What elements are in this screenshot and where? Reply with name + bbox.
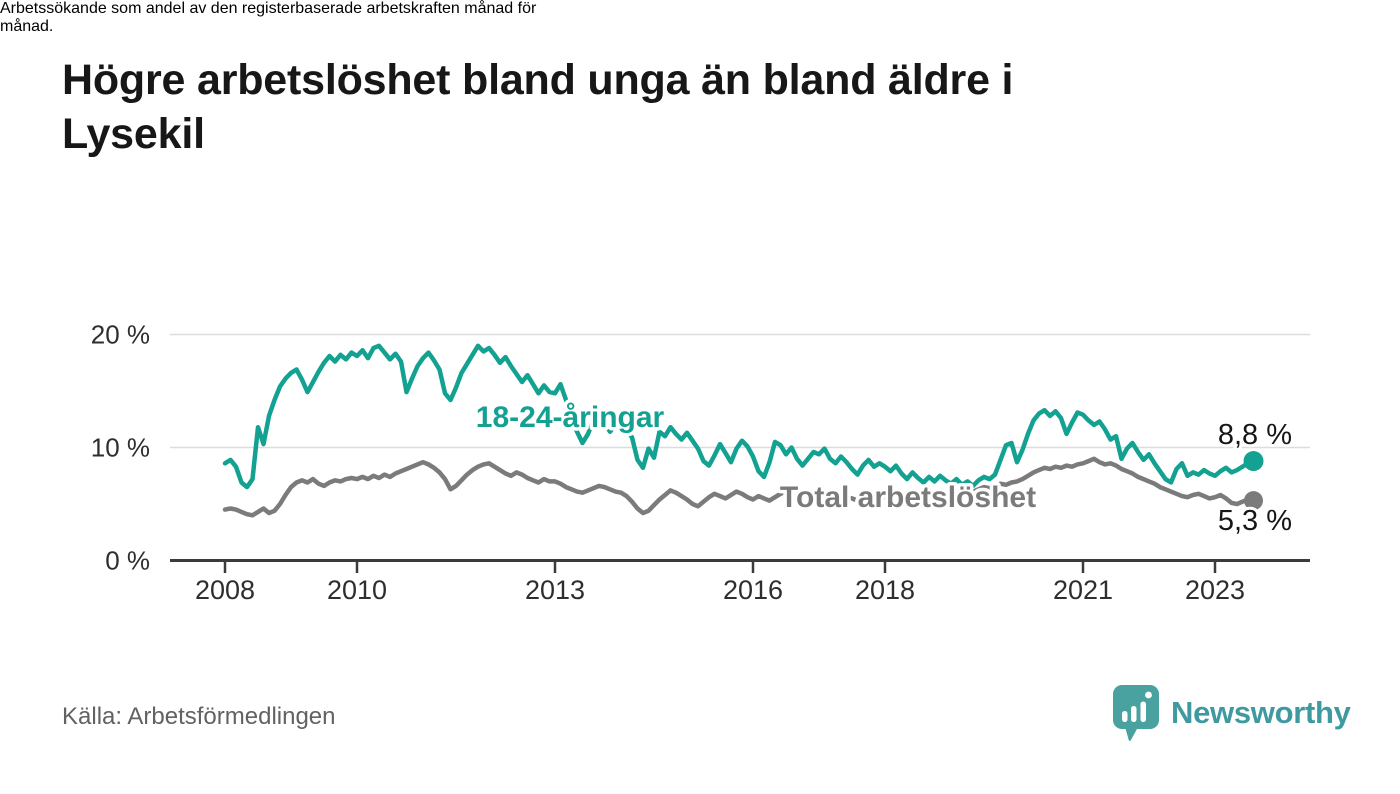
source-note: Källa: Arbetsförmedlingen <box>62 703 336 730</box>
series-end-dot <box>1244 491 1263 511</box>
page-subtitle-line1: Arbetssökande som andel av den registerb… <box>0 0 537 17</box>
x-tick-label: 2013 <box>525 575 585 605</box>
brand-name: Newsworthy <box>1171 695 1351 730</box>
x-tick-label: 2016 <box>723 575 783 605</box>
page-title-line1: Högre arbetslöshet bland unga än bland ä… <box>62 56 1014 104</box>
x-tick-label: 2018 <box>855 575 915 605</box>
pin-bar-1 <box>1122 711 1128 722</box>
y-axis-label: 20 % <box>91 320 150 350</box>
pin-bar-2 <box>1131 706 1137 722</box>
series-label: Total arbetslöshet <box>780 481 1036 514</box>
x-tick-label: 2008 <box>195 575 255 605</box>
series-label: 18-24-åringar <box>476 401 665 434</box>
y-axis-label: 10 % <box>91 433 150 463</box>
end-value-label: 5,3 % <box>1218 505 1292 537</box>
x-tick-label: 2021 <box>1053 575 1113 605</box>
page-subtitle-line2: månad. <box>0 18 54 35</box>
newsworthy-pin-icon <box>1113 685 1159 742</box>
pin-bar-3 <box>1140 701 1146 722</box>
end-value-label: 8,8 % <box>1218 419 1292 451</box>
pin-dot <box>1145 691 1152 699</box>
x-tick-label: 2023 <box>1185 575 1245 605</box>
series-end-dot <box>1243 451 1264 472</box>
series-line-youth <box>222 343 1256 490</box>
page-title: Högre arbetslöshet bland unga än bland ä… <box>62 54 1252 162</box>
x-tick-label: 2010 <box>327 575 387 605</box>
newsworthy-logo: Newsworthy <box>1112 683 1351 743</box>
page-title-line2: Lysekil <box>62 109 205 158</box>
series-line-total <box>222 456 1256 518</box>
y-axis-label: 0 % <box>105 546 150 576</box>
